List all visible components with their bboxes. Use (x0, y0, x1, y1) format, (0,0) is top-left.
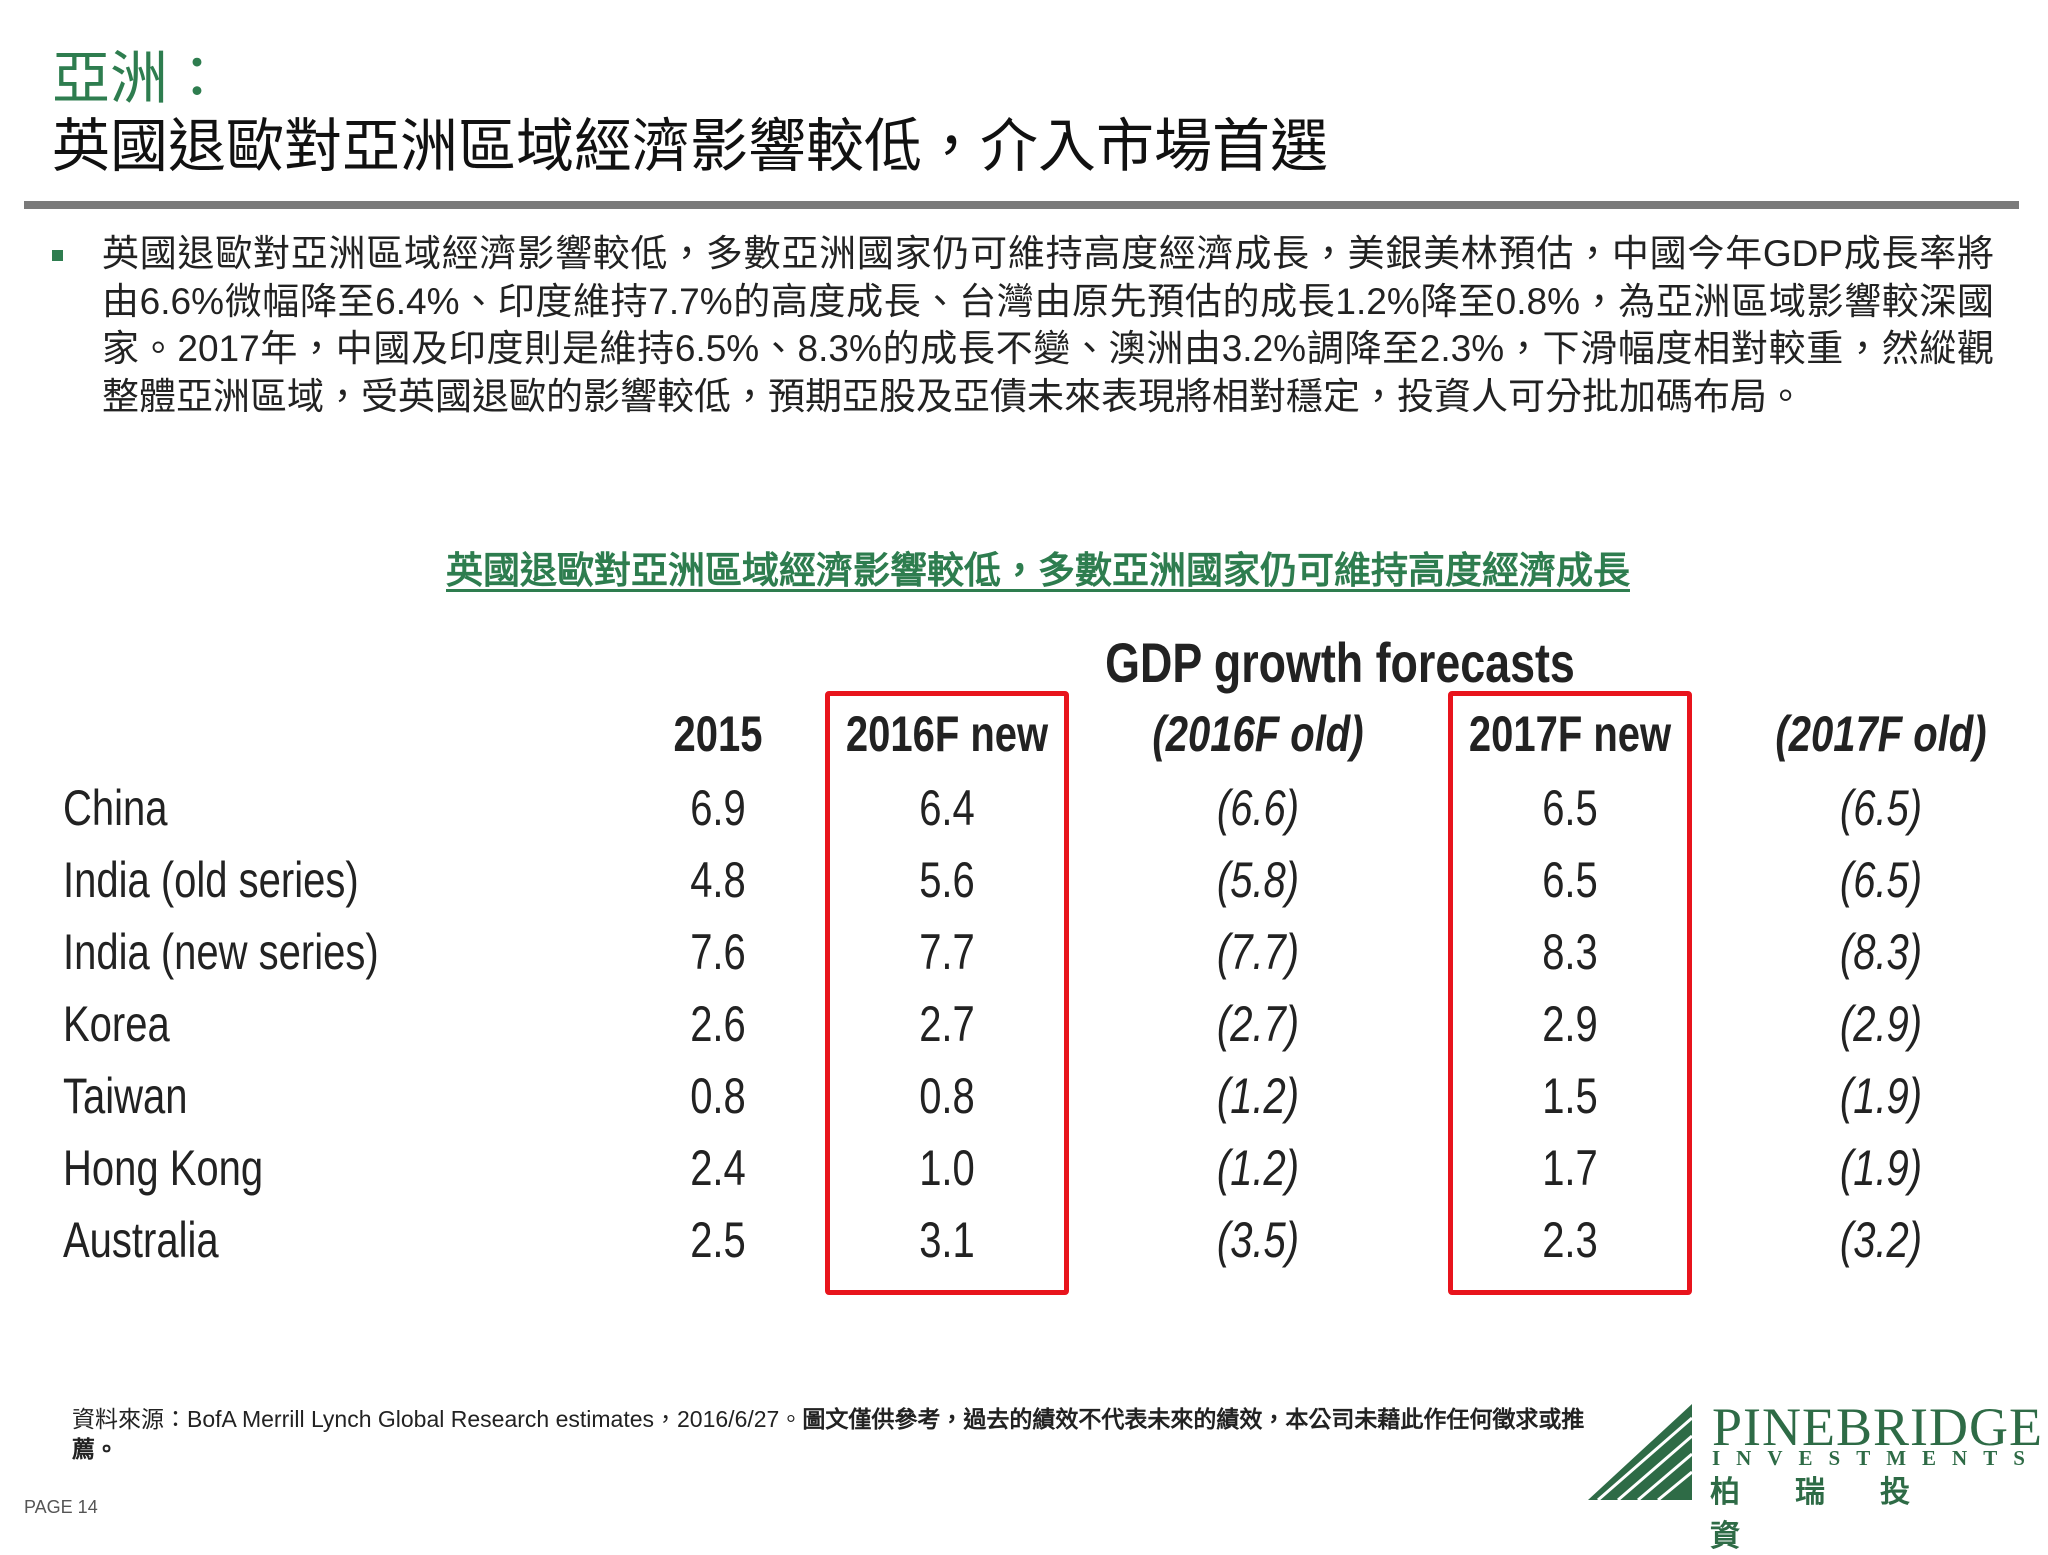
row-label: China (63, 780, 168, 836)
table-cell: (3.2) (1839, 1212, 1923, 1268)
column-header: 2015 (673, 706, 763, 762)
highlight-box (825, 691, 1069, 1295)
table-cell: 2.3 (1542, 1212, 1598, 1268)
row-label: Hong Kong (63, 1140, 264, 1196)
logo-chinese: 柏瑞投資 (1710, 1476, 1965, 1553)
divider (24, 201, 2019, 209)
table-cell: 2.9 (1542, 996, 1598, 1052)
source: 資料來源：BofA Merrill Lynch Global Research … (72, 1406, 803, 1432)
table-cell: (2.7) (1216, 996, 1300, 1052)
row-label: India (new series) (63, 924, 379, 980)
table-cell: 6.5 (1542, 780, 1598, 836)
table-cell: 6.5 (1542, 852, 1598, 908)
table-cell: (6.6) (1216, 780, 1300, 836)
logo-name: PINEBRIDGE (1712, 1397, 2043, 1457)
logo-icon (1588, 1404, 1692, 1500)
column-header: (2017F old) (1775, 706, 1987, 762)
table-cell: (1.9) (1839, 1068, 1923, 1124)
highlight-box (1448, 691, 1692, 1295)
table-cell: 6.4 (919, 780, 975, 836)
table-cell: (5.8) (1216, 852, 1300, 908)
table-cell: 2.7 (919, 996, 975, 1052)
table-cell: (6.5) (1839, 780, 1923, 836)
row-label: India (old series) (63, 852, 359, 908)
logo-sub: INVESTMENTS (1712, 1446, 2041, 1470)
table-heading: 英國退歐對亞洲區域經濟影響較低，多數亞洲國家仍可維持高度經濟成長 (446, 550, 1630, 591)
source-note: 資料來源：BofA Merrill Lynch Global Research … (72, 1404, 1597, 1464)
table-cell: 7.6 (690, 924, 746, 980)
table-cell: (6.5) (1839, 852, 1923, 908)
slide-title: 英國退歐對亞洲區域經濟影響較低，介入市場首選 (52, 114, 1329, 179)
table-cell: 5.6 (919, 852, 975, 908)
table-cell: (1.2) (1216, 1068, 1300, 1124)
bullet-text: 英國退歐對亞洲區域經濟影響較低，多數亞洲國家仍可維持高度經濟成長，美銀美林預估，… (102, 233, 1994, 417)
table-cell: 7.7 (919, 924, 975, 980)
table-cell: (3.5) (1216, 1212, 1300, 1268)
row-label: Australia (63, 1212, 219, 1268)
table-cell: 4.8 (690, 852, 746, 908)
section-title: 亞洲： (52, 46, 227, 111)
table-cell: 2.6 (690, 996, 746, 1052)
table-cell: 6.9 (690, 780, 746, 836)
table-cell: (8.3) (1839, 924, 1923, 980)
table-caption: GDP growth forecasts (1105, 631, 1575, 694)
table-cell: (2.9) (1839, 996, 1923, 1052)
table-cell: (1.2) (1216, 1140, 1300, 1196)
table-cell: 0.8 (690, 1068, 746, 1124)
table-cell: 1.5 (1542, 1068, 1598, 1124)
column-header: 2016F new (845, 706, 1049, 762)
table-cell: 0.8 (919, 1068, 975, 1124)
table-cell: 1.0 (919, 1140, 975, 1196)
disclaimer: 圖文僅供參考，過去的績效不代表未來的績效，本公司未藉此作任何徵求或推薦。 (72, 1406, 1585, 1462)
bullet-marker (52, 250, 63, 261)
table-cell: 8.3 (1542, 924, 1598, 980)
column-header: 2017F new (1468, 706, 1672, 762)
table-cell: 3.1 (919, 1212, 975, 1268)
column-header: (2016F old) (1152, 706, 1364, 762)
row-label: Korea (63, 996, 170, 1052)
table-cell: 1.7 (1542, 1140, 1598, 1196)
row-label: Taiwan (63, 1068, 188, 1124)
table-cell: (7.7) (1216, 924, 1300, 980)
page-number: PAGE 14 (24, 1497, 98, 1517)
table-cell: 2.4 (690, 1140, 746, 1196)
table-cell: (1.9) (1839, 1140, 1923, 1196)
table-cell: 2.5 (690, 1212, 746, 1268)
